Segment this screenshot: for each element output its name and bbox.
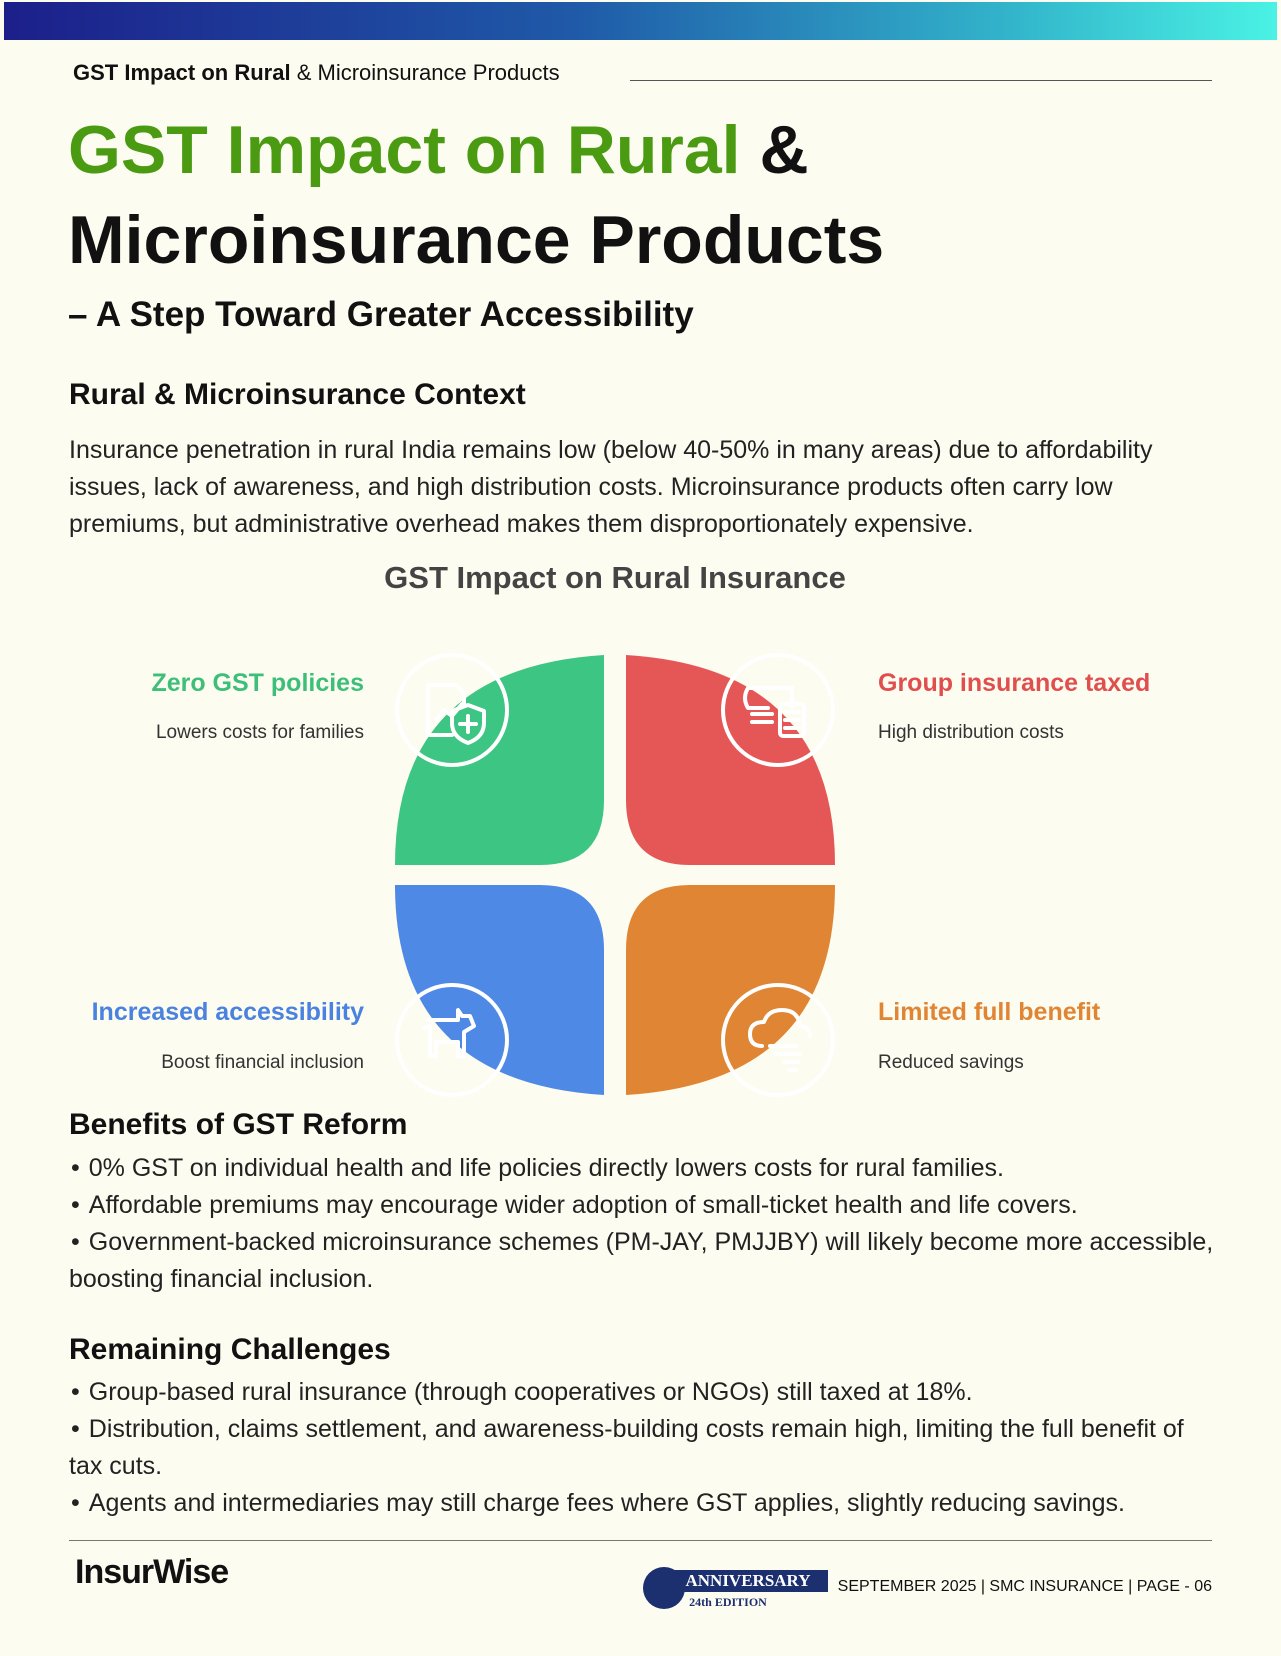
- anniversary-badge: ANNIVERSARY 24th EDITION: [640, 1564, 830, 1617]
- bullet-list: 0% GST on individual health and life pol…: [69, 1150, 1219, 1298]
- bullet-list: Group-based rural insurance (through coo…: [69, 1374, 1219, 1522]
- icon-shield: [450, 703, 486, 745]
- subtitle: – A Step Toward Greater Accessibility: [68, 295, 694, 334]
- quadrant-text: High distribution costs: [878, 722, 1064, 743]
- icon-circle: [395, 983, 509, 1097]
- top-bar: [4, 2, 1277, 40]
- quadrant-text: Boost financial inclusion: [161, 1052, 364, 1073]
- edition: 24th EDITION: [689, 1595, 767, 1609]
- icon-cloud: [748, 1008, 812, 1072]
- bullet: Affordable premiums may encourage wider …: [69, 1187, 1219, 1224]
- anniversary: ANNIVERSARY: [685, 1571, 810, 1590]
- bullet: Agents and intermediaries may still char…: [69, 1485, 1219, 1522]
- badge: ANNIVERSARY 24th EDITION: [643, 1567, 828, 1609]
- paragraph: Insurance penetration in rural India rem…: [69, 436, 1153, 538]
- footer-rule: [69, 1540, 1212, 1541]
- badge-band: [668, 1570, 828, 1592]
- section-heading: Rural & Microinsurance Context: [69, 378, 526, 411]
- quadrant-text: Reduced savings: [878, 1052, 1024, 1073]
- icon-keys: [783, 710, 801, 730]
- bullet: 0% GST on individual health and life pol…: [69, 1150, 1219, 1187]
- quadrant-text: Lowers costs for families: [155, 722, 364, 743]
- icon-circle: [721, 983, 835, 1097]
- running-header: GST Impact on Rural & Microinsurance Pro…: [73, 60, 560, 86]
- quadrant-label: Limited full benefit: [878, 998, 1101, 1026]
- section-heading: Benefits of GST Reform: [69, 1108, 408, 1141]
- bullet: Government-backed microinsurance schemes…: [69, 1224, 1219, 1298]
- bullet: Distribution, claims settlement, and awa…: [69, 1411, 1219, 1485]
- running-bold: GST Impact on Rural: [73, 60, 291, 85]
- icon-circle: [395, 653, 509, 767]
- logo: InsurWise: [75, 1553, 229, 1591]
- quadrant-label: Increased accessibility: [91, 998, 364, 1026]
- icon-circle: [721, 653, 835, 767]
- title-line1: GST Impact on Rural &: [68, 110, 809, 190]
- quadrant-blue: [395, 885, 604, 1095]
- icon-dog: [422, 1008, 476, 1058]
- footer-meta: SEPTEMBER 2025 | SMC INSURANCE | PAGE - …: [837, 1578, 1212, 1595]
- running-rest: & Microinsurance Products: [296, 60, 560, 85]
- quadrant-green: [395, 655, 604, 865]
- icon-money: [743, 686, 794, 724]
- title-amp: &: [759, 112, 809, 188]
- quadrant-label: Zero GST policies: [151, 669, 364, 697]
- quadrant-orange: [626, 885, 835, 1095]
- icon-calculator: [778, 702, 806, 738]
- section-heading: Remaining Challenges: [69, 1333, 391, 1366]
- header-rule: [630, 80, 1212, 81]
- diagram-title: GST Impact on Rural Insurance: [384, 560, 846, 595]
- bullet: Group-based rural insurance (through coo…: [69, 1374, 1219, 1411]
- title-green: GST Impact on Rural: [68, 112, 741, 188]
- quadrant-label: Group insurance taxed: [878, 669, 1151, 697]
- title-line2: Microinsurance Products: [68, 202, 885, 278]
- quadrant-red: [626, 655, 835, 865]
